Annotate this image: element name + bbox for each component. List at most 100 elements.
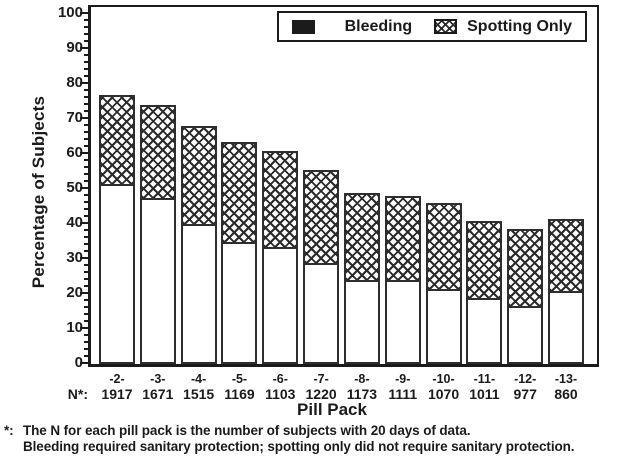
y-minor-tick	[83, 54, 88, 56]
y-minor-tick	[83, 299, 88, 301]
y-minor-tick	[83, 278, 88, 280]
y-minor-tick	[83, 229, 88, 231]
x-tick-label: -12-	[514, 372, 537, 386]
x-tick-label: -3-	[150, 372, 166, 386]
y-minor-tick	[83, 138, 88, 140]
y-minor-tick	[83, 145, 88, 147]
y-major-tick	[80, 152, 88, 154]
y-tick-label: 80	[66, 74, 83, 91]
n-value: 1671	[142, 386, 174, 402]
y-minor-tick	[83, 348, 88, 350]
n-value: 1515	[183, 386, 215, 402]
spotting-swatch-icon	[434, 19, 458, 34]
y-minor-tick	[83, 201, 88, 203]
bar-spotting-10	[425, 203, 462, 291]
y-major-tick	[80, 292, 88, 294]
y-tick-label: 10	[66, 319, 83, 336]
y-tick-label: 60	[66, 144, 83, 161]
y-minor-tick	[83, 68, 88, 70]
footnote-line-2: Bleeding required sanitary protection; s…	[23, 439, 575, 454]
footnote-line-1: *: The N for each pill pack is the number…	[4, 423, 574, 439]
y-tick-label: 20	[66, 284, 83, 301]
y-tick-label: 100	[57, 4, 83, 21]
y-minor-tick	[83, 194, 88, 196]
y-minor-tick	[83, 208, 88, 210]
y-minor-tick	[83, 243, 88, 245]
y-minor-tick	[83, 264, 88, 266]
footnote-marker: *:	[4, 423, 14, 438]
y-minor-tick	[83, 96, 88, 98]
n-row-prefix: N*:	[67, 386, 88, 402]
y-minor-tick	[83, 131, 88, 133]
x-tick-label: -8-	[354, 372, 370, 386]
n-value: 1220	[305, 386, 337, 402]
y-major-tick	[80, 222, 88, 224]
bar-spotting-8	[343, 192, 380, 282]
y-minor-tick	[83, 236, 88, 238]
n-value: 1103	[265, 386, 296, 402]
bar-bleeding-4	[180, 224, 217, 364]
legend: Bleeding Spotting Only	[276, 11, 587, 42]
y-tick-label: 90	[66, 39, 83, 56]
bar-spotting-3	[139, 105, 176, 200]
y-major-tick	[80, 12, 88, 14]
bar-bleeding-12	[507, 306, 544, 364]
y-minor-tick	[83, 180, 88, 182]
legend-label-spotting: Spotting Only	[467, 17, 572, 35]
x-axis-title: Pill Pack	[297, 400, 367, 419]
y-minor-tick	[83, 215, 88, 217]
n-value: 860	[554, 386, 578, 402]
bar-spotting-12	[507, 229, 544, 309]
bar-bleeding-3	[139, 197, 176, 364]
n-value: 977	[513, 386, 537, 402]
y-major-tick	[80, 362, 88, 364]
y-minor-tick	[83, 271, 88, 273]
footnote: *: The N for each pill pack is the number…	[4, 423, 575, 455]
y-tick-label: 0	[74, 354, 83, 371]
y-tick-label: 40	[66, 214, 83, 231]
y-minor-tick	[83, 40, 88, 42]
y-minor-tick	[83, 306, 88, 308]
y-minor-tick	[83, 166, 88, 168]
y-minor-tick	[83, 124, 88, 126]
bar-bleeding-10	[425, 288, 462, 364]
y-major-tick	[80, 187, 88, 189]
bar-spotting-4	[180, 126, 217, 226]
bar-spotting-7	[303, 169, 340, 265]
x-tick-label: -11-	[473, 372, 496, 386]
footnote-line-1-text: The N for each pill pack is the number o…	[23, 423, 471, 438]
n-value: 1173	[346, 386, 378, 402]
y-minor-tick	[83, 110, 88, 112]
bar-bleeding-8	[343, 280, 380, 364]
y-minor-tick	[83, 159, 88, 161]
y-minor-tick	[83, 341, 88, 343]
y-major-tick	[80, 47, 88, 49]
x-tick-label: -10-	[432, 372, 455, 386]
x-tick-label: -13-	[554, 372, 578, 386]
bar-bleeding-7	[303, 262, 340, 364]
y-major-tick	[80, 117, 88, 119]
y-minor-tick	[83, 355, 88, 357]
bar-bleeding-2	[99, 183, 135, 364]
bar-spotting-11	[466, 220, 503, 300]
n-value: 1011	[469, 386, 500, 402]
n-value: 1111	[388, 386, 418, 402]
y-minor-tick	[83, 26, 88, 28]
y-minor-tick	[83, 313, 88, 315]
bar-spotting-6	[262, 150, 299, 249]
x-tick-label: -4-	[190, 372, 207, 386]
x-tick-label: -2-	[109, 372, 125, 386]
n-value: 1070	[427, 386, 460, 402]
bar-bleeding-13	[548, 290, 585, 364]
y-minor-tick	[83, 334, 88, 336]
y-minor-tick	[83, 103, 88, 105]
y-tick-label: 50	[66, 179, 83, 196]
x-tick-label: -6-	[272, 372, 288, 386]
y-minor-tick	[83, 320, 88, 322]
y-minor-tick	[83, 285, 88, 287]
y-major-tick	[80, 327, 88, 329]
x-tick-label: -7-	[313, 372, 329, 386]
y-minor-tick	[83, 19, 88, 21]
y-minor-tick	[83, 75, 88, 77]
